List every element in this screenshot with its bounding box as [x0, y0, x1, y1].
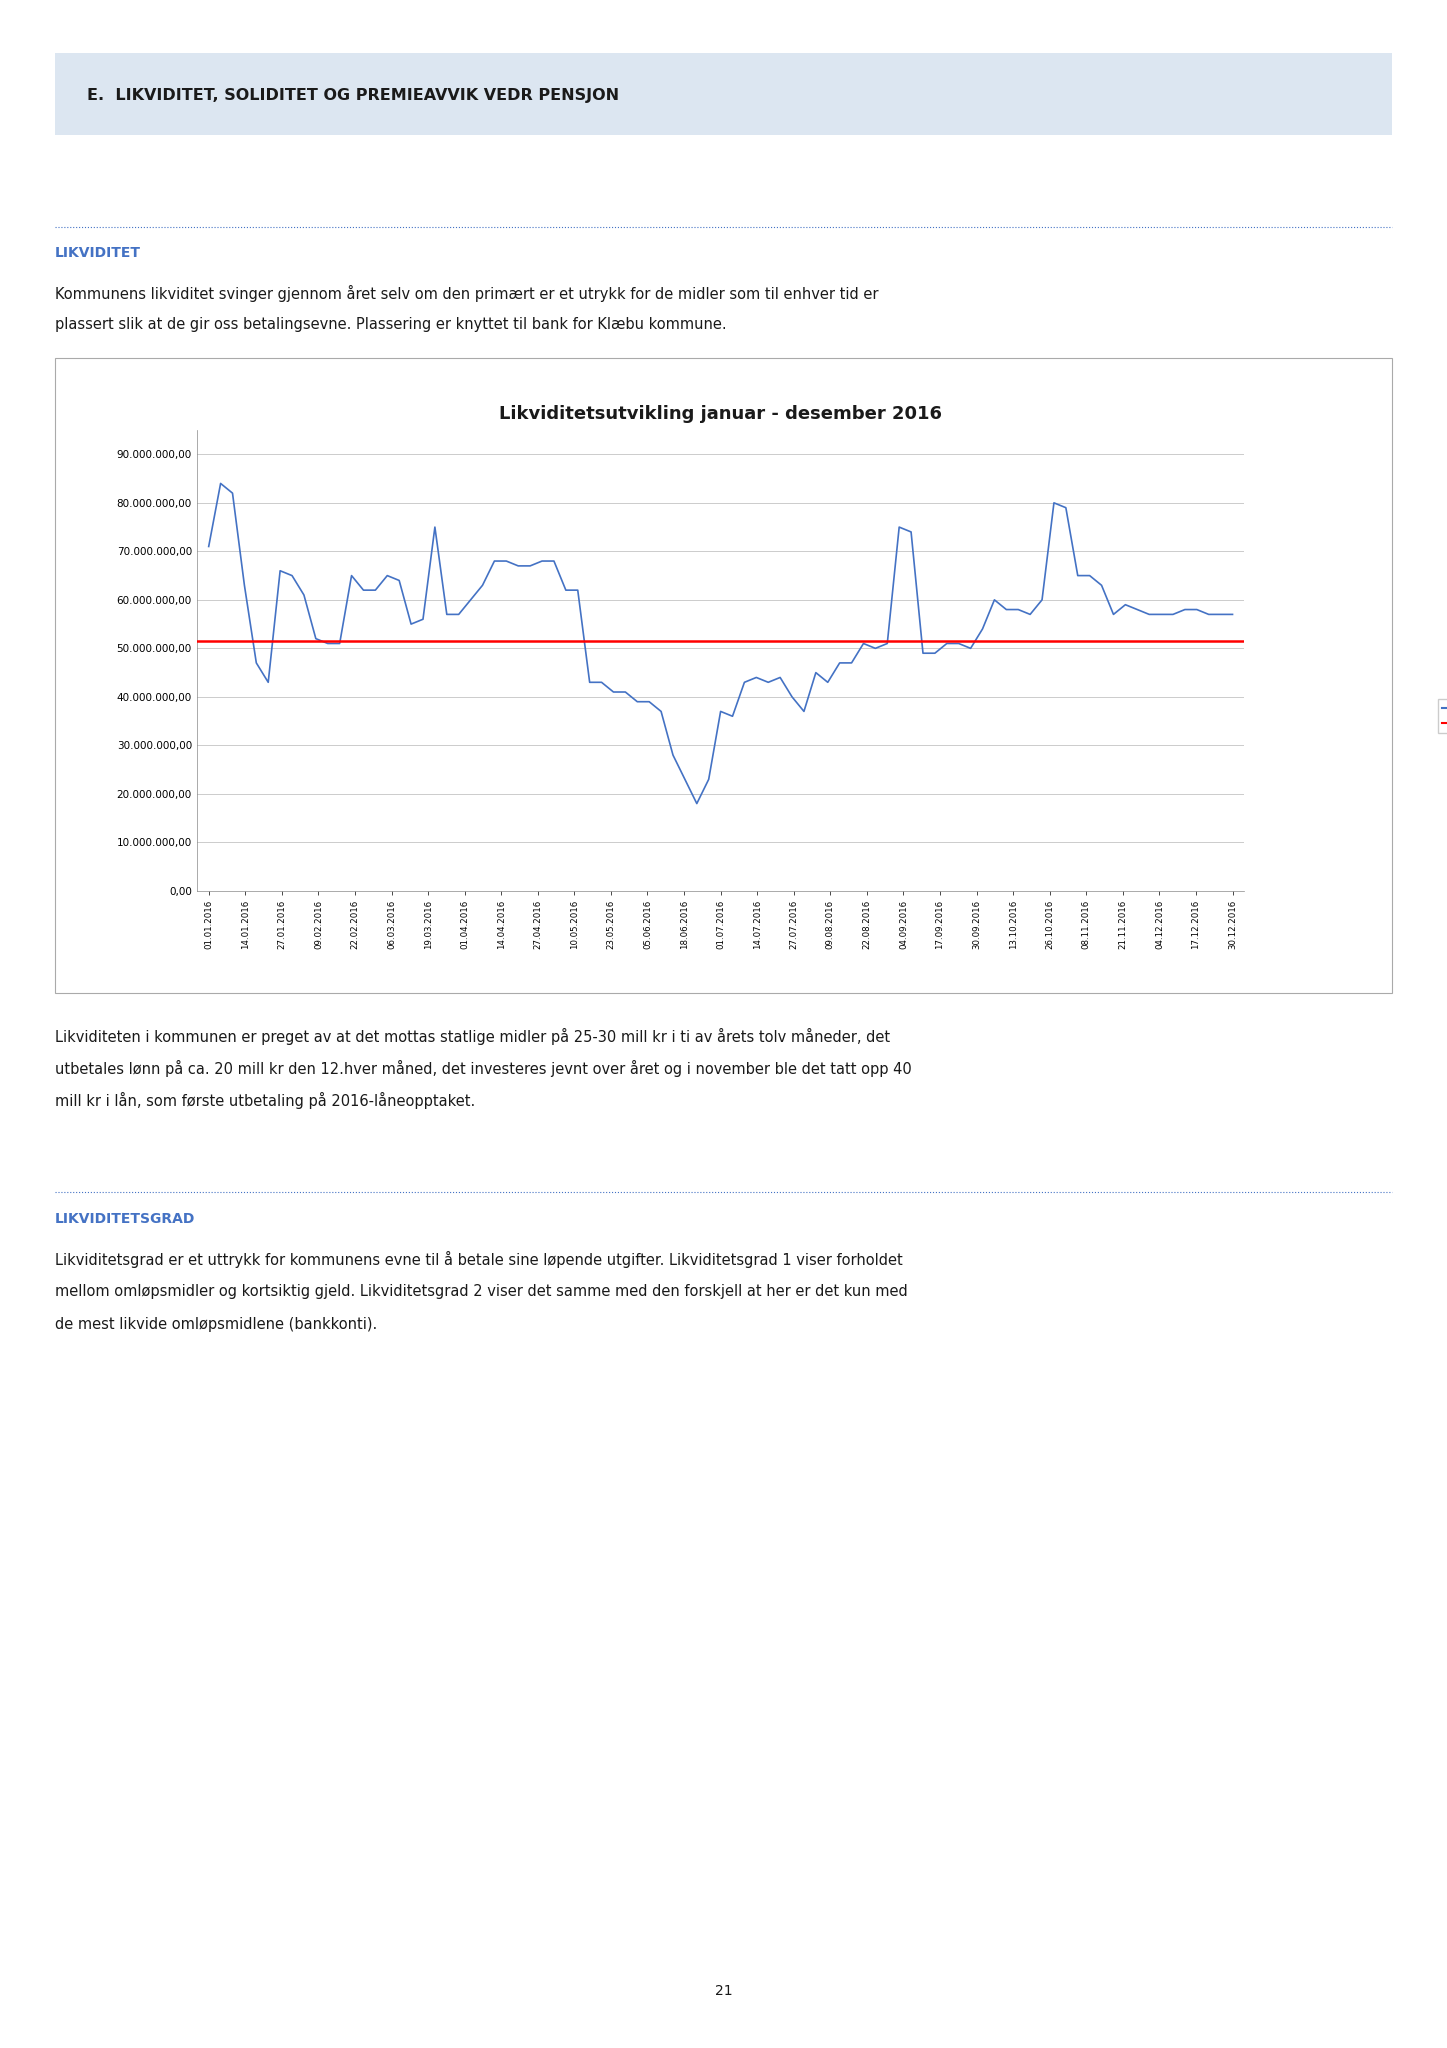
Legend: Likviditet 2016, Gj.snitt: Likviditet 2016, Gj.snitt [1438, 698, 1447, 733]
Bar [55, 358, 1392, 993]
Text: mellom omløpsmidler og kortsiktig gjeld. Likviditetsgrad 2 viser det samme med d: mellom omløpsmidler og kortsiktig gjeld.… [55, 1284, 907, 1298]
Text: Likviditetsgrad er et uttrykk for kommunens evne til å betale sine løpende utgif: Likviditetsgrad er et uttrykk for kommun… [55, 1251, 903, 1268]
Text: 21: 21 [715, 1985, 732, 1997]
Text: Likviditeten i kommunen er preget av at det mottas statlige midler på 25-30 mill: Likviditeten i kommunen er preget av at … [55, 1028, 890, 1044]
Text: LIKVIDITETSGRAD: LIKVIDITETSGRAD [55, 1212, 195, 1227]
Text: E.  LIKVIDITET, SOLIDITET OG PREMIEAVVIK VEDR PENSJON: E. LIKVIDITET, SOLIDITET OG PREMIEAVVIK … [87, 88, 619, 102]
Text: plassert slik at de gir oss betalingsevne. Plassering er knyttet til bank for Kl: plassert slik at de gir oss betalingsevn… [55, 317, 726, 332]
Text: LIKVIDITET: LIKVIDITET [55, 246, 140, 260]
Bar [55, 53, 1392, 135]
Title: Likviditetsutvikling januar - desember 2016: Likviditetsutvikling januar - desember 2… [499, 406, 942, 424]
Text: de mest likvide omløpsmidlene (bankkonti).: de mest likvide omløpsmidlene (bankkonti… [55, 1317, 378, 1331]
Text: mill kr i lån, som første utbetaling på 2016-låneopptaket.: mill kr i lån, som første utbetaling på … [55, 1092, 475, 1108]
Text: utbetales lønn på ca. 20 mill kr den 12.hver måned, det investeres jevnt over år: utbetales lønn på ca. 20 mill kr den 12.… [55, 1061, 912, 1077]
Text: Kommunens likviditet svinger gjennom året selv om den primært er et utrykk for d: Kommunens likviditet svinger gjennom åre… [55, 285, 878, 301]
